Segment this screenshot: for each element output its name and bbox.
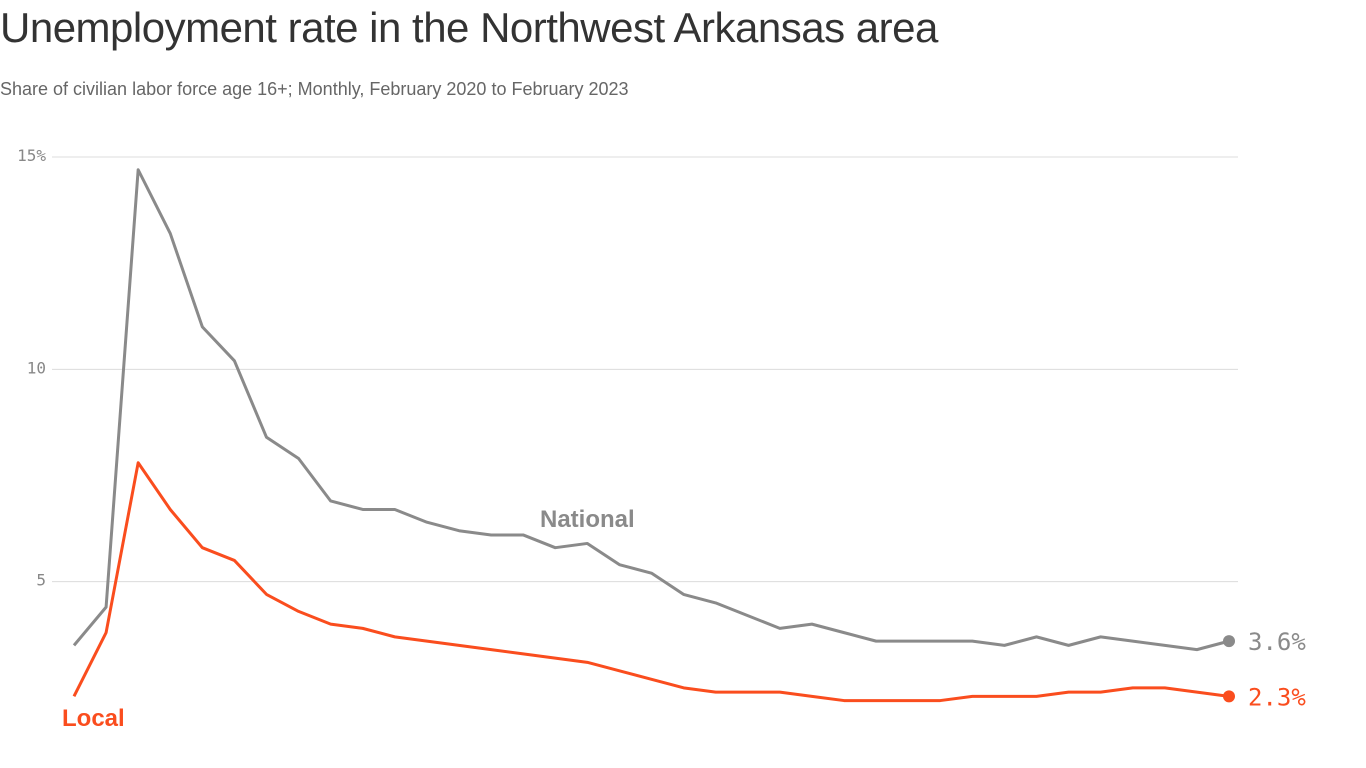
end-point-local (1223, 690, 1235, 703)
chart-subtitle: Share of civilian labor force age 16+; M… (0, 79, 629, 99)
y-tick-label: 5 (36, 571, 46, 590)
end-value-label: 3.6% (1248, 628, 1306, 656)
series-line-national (72, 168, 1230, 652)
series-line-local (72, 461, 1230, 703)
y-tick-label: 15% (17, 146, 46, 165)
series-label-local: Local (62, 705, 125, 732)
series-label-national: National (540, 506, 635, 533)
end-point-national (1223, 635, 1235, 648)
end-value-label: 2.3% (1248, 683, 1306, 711)
y-tick-label: 10 (27, 358, 46, 377)
chart-title: Unemployment rate in the Northwest Arkan… (0, 4, 938, 51)
